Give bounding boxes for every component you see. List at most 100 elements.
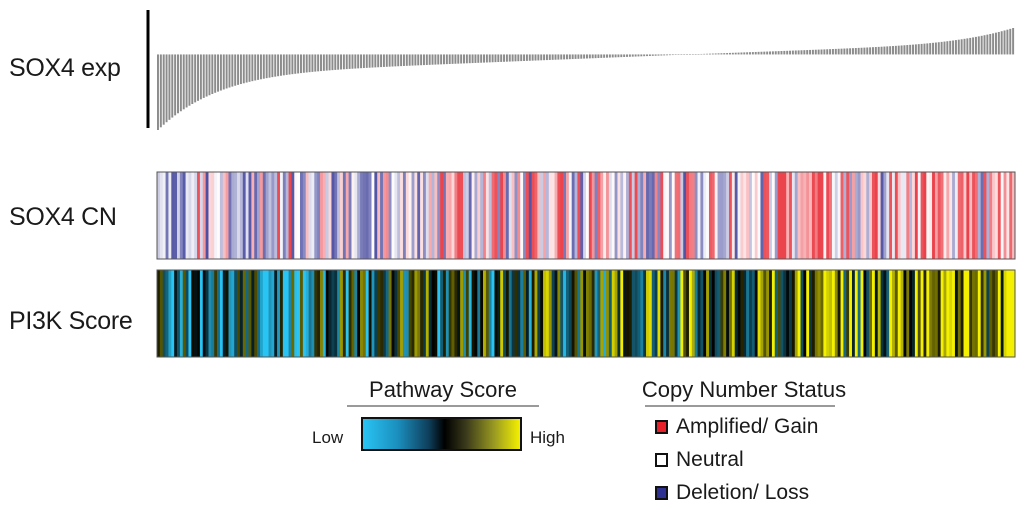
cn-cell [946, 172, 950, 259]
pi3k-cell [929, 270, 933, 357]
exp-bar [846, 48, 849, 55]
exp-bar [829, 49, 832, 55]
cn-cell [586, 172, 590, 259]
pi3k-cell [940, 270, 944, 357]
cn-cell [308, 172, 312, 259]
pi3k-cell [477, 270, 481, 357]
exp-bar [791, 50, 794, 55]
pi3k-cell [428, 270, 432, 357]
cn-cell [929, 172, 933, 259]
pi3k-cell [786, 270, 790, 357]
exp-bar [174, 54, 177, 116]
cn-cell [491, 172, 495, 259]
exp-bar [428, 54, 431, 65]
exp-bar [668, 54, 671, 56]
cn-cell [952, 172, 956, 259]
cn-cell [774, 172, 778, 259]
cn-cell [897, 172, 901, 259]
cn-cell [282, 172, 286, 259]
cn-cell [394, 172, 398, 259]
cn-cell [892, 172, 896, 259]
pi3k-score-label: PI3K Score [9, 307, 133, 335]
pi3k-cell [408, 270, 412, 357]
pi3k-cell [932, 270, 936, 357]
cn-cell [483, 172, 487, 259]
cn-cell [757, 172, 761, 259]
cn-cell [194, 172, 198, 259]
exp-bar [417, 54, 420, 66]
cn-cell [763, 172, 767, 259]
exp-bar [597, 54, 600, 59]
cn-cell [997, 172, 1001, 259]
exp-bar [923, 43, 926, 55]
pi3k-cell [614, 270, 618, 357]
pi3k-cell [814, 270, 818, 357]
exp-bar [374, 54, 377, 68]
pi3k-cell [603, 270, 607, 357]
pi3k-cell [202, 270, 206, 357]
cn-cell [688, 172, 693, 259]
exp-bar [279, 54, 282, 76]
pi3k-cell [485, 270, 490, 357]
cn-cell [588, 172, 593, 259]
exp-bar [297, 54, 300, 74]
pathway-score-legend-title: Pathway Score [369, 377, 517, 402]
cn-cell [545, 172, 550, 259]
cn-cell [471, 172, 475, 259]
pi3k-cell [422, 270, 427, 357]
cn-cell [700, 172, 704, 259]
exp-bar [789, 50, 792, 55]
pi3k-cell [591, 270, 595, 357]
cn-cell [628, 172, 633, 259]
exp-bar [251, 54, 254, 82]
cn-cell [488, 172, 492, 259]
pi3k-cell [311, 270, 315, 357]
cn-cell [554, 172, 558, 259]
cn-cell [1003, 172, 1007, 259]
exp-bar [943, 41, 946, 55]
cn-cell [460, 172, 464, 259]
exp-bar [520, 54, 523, 62]
cn-cell [577, 172, 581, 259]
cn-cell [199, 172, 204, 259]
cn-cell [711, 172, 715, 259]
cn-cell [225, 172, 229, 259]
pi3k-cell [594, 270, 598, 357]
pi3k-cell [503, 270, 507, 357]
exp-bar [288, 54, 291, 75]
exp-bar [946, 41, 949, 55]
cn-cell [886, 172, 890, 259]
pi3k-cell [1009, 270, 1013, 357]
exp-bar [811, 49, 814, 55]
pi3k-cell [174, 270, 178, 357]
cn-cell [794, 172, 798, 259]
exp-bar [731, 52, 734, 55]
pi3k-cell [677, 270, 681, 357]
cn-cell [285, 172, 289, 259]
cn-cell [851, 172, 856, 259]
exp-bar [660, 54, 663, 56]
exp-bar [182, 54, 185, 110]
cn-cell [348, 172, 352, 259]
exp-bar [969, 37, 972, 55]
exp-bar [440, 54, 443, 65]
exp-bar [239, 54, 242, 85]
pi3k-cell [357, 270, 361, 357]
pi3k-cell [892, 270, 896, 357]
cn-cell [297, 172, 301, 259]
exp-bar [217, 54, 220, 92]
pi3k-cell [729, 270, 733, 357]
pi3k-cell [159, 270, 164, 357]
cn-cell [291, 172, 295, 259]
pi3k-cell [631, 270, 635, 357]
pi3k-cell [763, 270, 767, 357]
exp-bar [877, 46, 880, 55]
exp-bar [285, 54, 288, 75]
pi3k-cell [185, 270, 189, 357]
cn-cell [322, 172, 327, 259]
exp-bar [477, 54, 480, 63]
cn-cell [646, 172, 650, 259]
cn-cell [528, 172, 532, 259]
cn-cell [880, 172, 884, 259]
pi3k-cell [986, 270, 990, 357]
